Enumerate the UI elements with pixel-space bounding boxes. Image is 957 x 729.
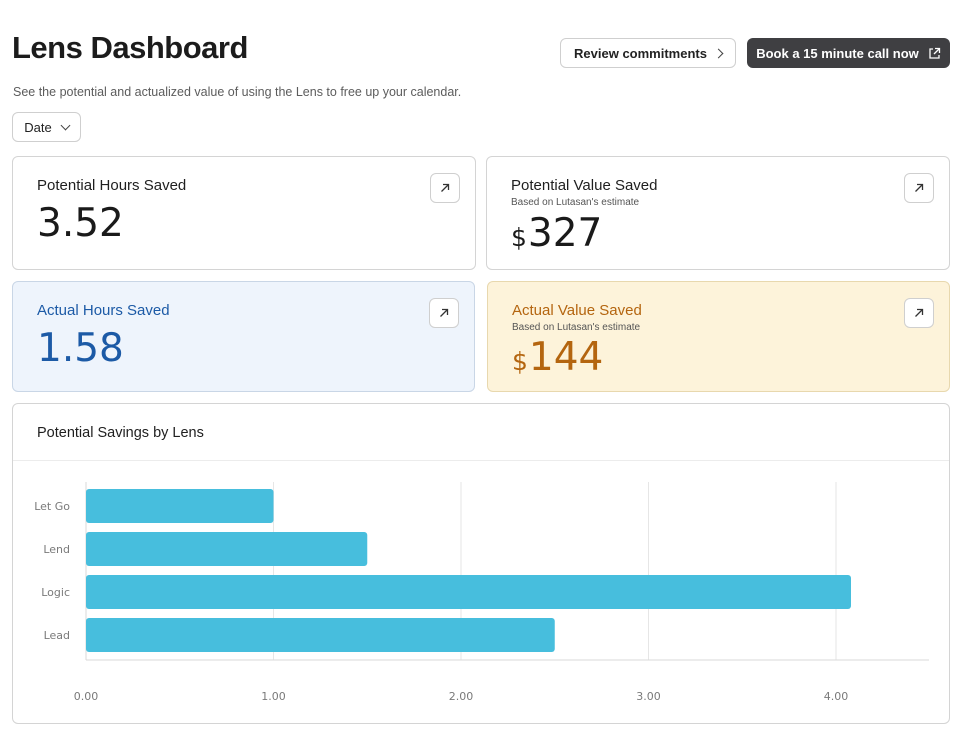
arrow-up-right-icon — [915, 308, 924, 317]
review-commitments-button[interactable]: Review commitments — [560, 38, 736, 68]
actual-hours-expand-button[interactable] — [429, 298, 459, 328]
date-filter-dropdown[interactable]: Date — [12, 112, 81, 142]
bar-logic — [86, 575, 851, 609]
potential-value-card: Potential Value Saved Based on Lutasan's… — [486, 156, 950, 270]
bar-lend — [86, 532, 368, 566]
external-link-icon — [929, 47, 940, 59]
potential-value-expand-button[interactable] — [904, 173, 934, 203]
actual-value-card: Actual Value Saved Based on Lutasan's es… — [487, 281, 950, 392]
date-filter-label: Date — [24, 119, 52, 135]
chevron-right-icon — [713, 48, 724, 58]
chevron-down-icon — [60, 120, 71, 130]
potential-value-note: Based on Lutasan's estimate — [511, 197, 640, 208]
potential-hours-label: Potential Hours Saved — [37, 177, 187, 194]
x-tick-label: 1.00 — [261, 690, 286, 703]
bar-lead — [86, 618, 555, 652]
x-tick-label: 2.00 — [449, 690, 474, 703]
page-title: Lens Dashboard — [12, 30, 248, 65]
potential-value-label: Potential Value Saved — [511, 177, 658, 194]
x-tick-label: 3.00 — [636, 690, 661, 703]
arrow-up-right-icon — [915, 183, 924, 192]
chart-divider — [13, 460, 949, 461]
actual-value-label: Actual Value Saved — [512, 302, 642, 319]
currency-symbol: $ — [512, 347, 528, 376]
y-category-label: Let Go — [34, 500, 70, 513]
page-subtitle: See the potential and actualized value o… — [13, 85, 462, 99]
y-category-label: Lead — [44, 629, 70, 642]
actual-value-expand-button[interactable] — [904, 298, 934, 328]
arrow-up-right-icon — [440, 308, 449, 317]
potential-value-amount: 327 — [527, 211, 603, 256]
potential-hours-value: 3.52 — [37, 201, 124, 246]
chart-title: Potential Savings by Lens — [37, 425, 204, 441]
review-commitments-label: Review commitments — [574, 45, 707, 61]
potential-value-value: $327 — [511, 211, 602, 256]
actual-value-amount: 144 — [528, 335, 604, 380]
y-category-label: Logic — [41, 586, 70, 599]
currency-symbol: $ — [511, 223, 527, 252]
actual-hours-label: Actual Hours Saved — [37, 302, 170, 319]
x-tick-label: 4.00 — [824, 690, 849, 703]
y-category-label: Lend — [43, 543, 70, 556]
savings-bar-chart: 0.00 1.00 2.00 3.00 4.00 Let Go Lend Logic Lead — [34, 482, 929, 703]
actual-value-note: Based on Lutasan's estimate — [512, 322, 641, 333]
actual-hours-value: 1.58 — [37, 326, 124, 371]
bar-let-go — [86, 489, 274, 523]
book-call-button[interactable]: Book a 15 minute call now — [747, 38, 950, 68]
actual-value-value: $144 — [512, 335, 603, 380]
actual-hours-card: Actual Hours Saved 1.58 — [12, 281, 475, 392]
potential-hours-card: Potential Hours Saved 3.52 — [12, 156, 476, 270]
potential-hours-expand-button[interactable] — [430, 173, 460, 203]
arrow-up-right-icon — [441, 183, 450, 192]
savings-chart-card: Potential Savings by Lens 0.00 1.00 2.00 3.… — [12, 403, 950, 724]
x-tick-label: 0.00 — [74, 690, 99, 703]
book-call-label: Book a 15 minute call now — [756, 45, 919, 61]
